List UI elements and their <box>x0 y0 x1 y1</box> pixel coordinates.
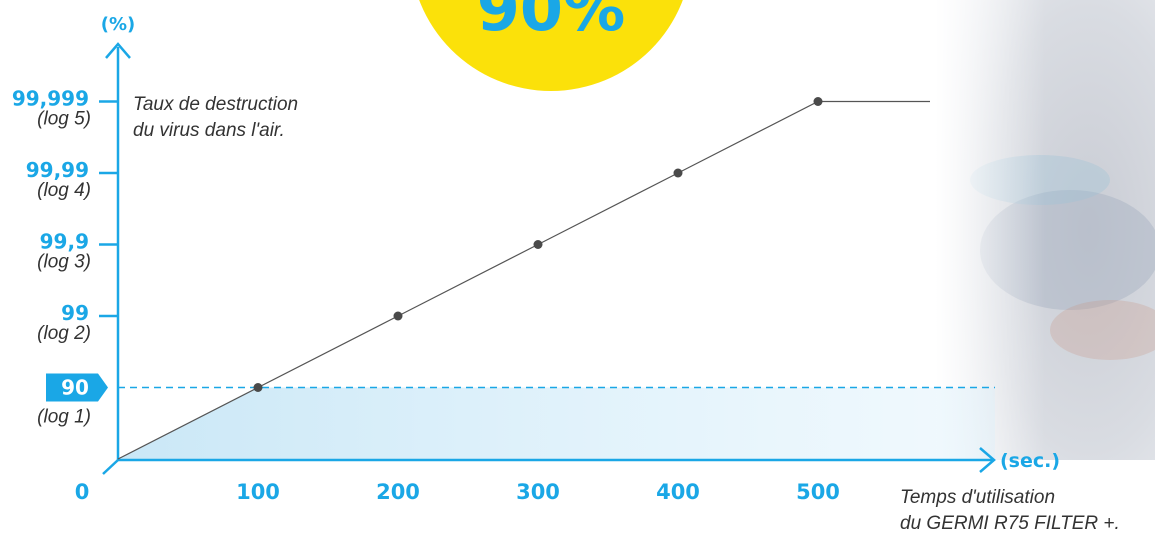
highlight-tag <box>46 373 108 402</box>
data-point <box>813 97 823 106</box>
x-tick-label: 500 <box>796 480 840 504</box>
y-tick-label: 99,99 <box>26 158 89 182</box>
badge-text: 90% <box>477 0 625 45</box>
x-tick-label: 200 <box>376 480 420 504</box>
y-tick-sublabel: (log 2) <box>37 323 91 344</box>
y-axis-arrow-icon <box>105 42 131 59</box>
y-tick-label: 99,9 <box>40 230 89 254</box>
y-axis <box>105 42 131 460</box>
origin-label: 0 <box>75 480 90 504</box>
background-photo <box>935 0 1155 460</box>
x-unit-label: (sec.) <box>1000 450 1060 472</box>
y-tick-sublabel: (log 4) <box>37 180 91 201</box>
y-tick-sublabel: (log 1) <box>37 407 91 428</box>
shaded-area <box>118 387 995 459</box>
y-axis-title: Taux de destruction du virus dans l'air. <box>133 94 303 141</box>
y-tick-label: 90 <box>61 376 89 400</box>
x-axis-title: Temps d'utilisation du GERMI R75 FILTER … <box>900 487 1120 534</box>
y-tick-label: 99 <box>61 301 89 325</box>
y-tick-sublabel: (log 5) <box>37 109 91 130</box>
x-tick-label: 400 <box>656 480 700 504</box>
data-point <box>253 383 263 392</box>
x-axis-arrow-icon <box>979 447 996 473</box>
x-tick-label: 100 <box>236 480 280 504</box>
y-tick-label: 99,999 <box>12 87 89 111</box>
data-point <box>673 168 683 178</box>
percentage-badge <box>419 0 683 91</box>
data-point <box>393 311 403 321</box>
y-tick-sublabel: (log 3) <box>37 252 91 273</box>
y-unit-label: (%) <box>101 14 136 35</box>
x-axis <box>102 447 996 475</box>
x-tick-label: 300 <box>516 480 560 504</box>
data-point <box>533 240 543 249</box>
